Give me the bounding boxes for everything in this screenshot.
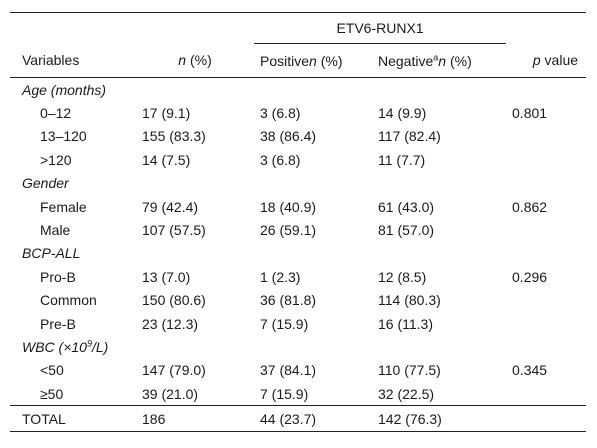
p-value-cell: [506, 289, 586, 312]
negative-cell: 12 (8.5): [378, 268, 427, 285]
table-row: 0–12 17 (9.1) 3 (6.8) 14 (9.9) 0.801: [10, 101, 586, 124]
table-row: Female 79 (42.4) 18 (40.9) 61 (43.0) 0.862: [10, 195, 586, 218]
p-value-cell: [506, 312, 586, 335]
n-pct-cell: 150 (80.6): [142, 292, 206, 309]
table-row: <50 147 (79.0) 37 (84.1) 110 (77.5) 0.345: [10, 359, 586, 382]
n-pct-cell: 107 (57.5): [142, 222, 206, 239]
table-body: Age (months) 0–12 17 (9.1) 3 (6.8) 14 (9.9) 0…: [10, 78, 587, 433]
negative-cell: 16 (11.3): [378, 315, 433, 332]
results-table: ETV6-RUNX1 Variables n (%) Positiven (%)…: [10, 12, 587, 433]
table-row: Common 150 (80.6) 36 (81.8) 114 (80.3): [10, 289, 586, 312]
positive-cell: 37 (84.1): [260, 362, 317, 379]
group-label: Gender: [22, 175, 69, 192]
n-pct-cell: 79 (42.4): [142, 198, 199, 215]
row-label: >120: [40, 151, 72, 168]
p-value-cell: 0.801: [512, 105, 548, 122]
n-pct-cell: 39 (21.0): [142, 385, 199, 402]
table-row: Pro-B 13 (7.0) 1 (2.3) 12 (8.5) 0.296: [10, 265, 586, 288]
row-label: Male: [40, 222, 71, 239]
total-label: TOTAL: [10, 405, 136, 433]
group-header-row: Gender: [10, 172, 586, 195]
row-label: Female: [40, 198, 87, 215]
n-pct-cell: 13 (7.0): [142, 268, 191, 285]
group-header-row: BCP-ALL: [10, 242, 586, 265]
p-value-cell: 0.296: [512, 268, 548, 285]
table-row: 13–120 155 (83.3) 38 (86.4) 117 (82.4): [10, 125, 586, 148]
group-label: WBC (×109/L): [22, 338, 109, 355]
p-value-cell: [506, 218, 586, 241]
n-pct-header: n (%): [136, 43, 254, 78]
header-row-2: Variables n (%) Positiven (%) Negativean…: [10, 43, 587, 78]
row-label: Common: [40, 292, 97, 309]
positive-cell: 7 (15.9): [260, 315, 309, 332]
positive-cell: 26 (59.1): [260, 222, 317, 239]
p-value-cell: 0.862: [512, 198, 548, 215]
p-value-cell: [506, 148, 586, 171]
positive-cell: 36 (81.8): [260, 292, 317, 309]
total-negative-cell: 142 (76.3): [372, 405, 507, 433]
p-value-cell: [506, 125, 586, 148]
total-p-cell: [506, 405, 587, 433]
header-row-1: ETV6-RUNX1: [10, 12, 587, 44]
table-row: Male 107 (57.5) 26 (59.1) 81 (57.0): [10, 218, 586, 241]
positive-cell: 18 (40.9): [260, 198, 317, 215]
n-pct-cell: 14 (7.5): [142, 151, 191, 168]
row-label: 13–120: [40, 128, 87, 145]
total-row: TOTAL 186 44 (23.7) 142 (76.3): [10, 405, 587, 433]
row-label: Pro-B: [40, 268, 76, 285]
positive-cell: 38 (86.4): [260, 128, 317, 145]
table-row: Pre-B 23 (12.3) 7 (15.9) 16 (11.3): [10, 312, 586, 335]
negative-cell: 117 (82.4): [378, 128, 441, 145]
group-label: BCP-ALL: [22, 245, 81, 262]
p-value-cell: [506, 382, 586, 406]
n-pct-cell: 155 (83.3): [142, 128, 206, 145]
negative-cell: 61 (43.0): [378, 198, 435, 215]
n-pct-cell: 23 (12.3): [142, 315, 199, 332]
positive-cell: 1 (2.3): [260, 268, 301, 285]
positive-cell: 3 (6.8): [260, 105, 301, 122]
n-pct-cell: 147 (79.0): [142, 362, 206, 379]
p-value-cell: 0.345: [512, 362, 548, 379]
etv6-runx1-header: ETV6-RUNX1: [254, 12, 507, 44]
n-pct-cell: 17 (9.1): [142, 105, 191, 122]
negative-cell: 114 (80.3): [378, 292, 441, 309]
row-label: <50: [40, 362, 64, 379]
negative-cell: 32 (22.5): [378, 385, 435, 402]
positive-cell: 3 (6.8): [260, 151, 301, 168]
positive-header: Positiven (%): [254, 43, 372, 78]
total-n-cell: 186: [136, 405, 254, 433]
row-label: ≥50: [40, 385, 64, 402]
negative-cell: 81 (57.0): [378, 222, 435, 239]
table-row: ≥50 39 (21.0) 7 (15.9) 32 (22.5): [10, 382, 586, 406]
row-label: Pre-B: [40, 315, 76, 332]
negative-header: Negativean (%): [372, 43, 507, 78]
negative-cell: 11 (7.7): [378, 151, 426, 168]
negative-cell: 14 (9.9): [378, 105, 427, 122]
variables-header: Variables: [10, 43, 136, 78]
p-value-header: p value: [506, 43, 587, 78]
group-header-row: Age (months): [10, 78, 586, 102]
group-label: Age (months): [22, 81, 107, 98]
total-positive-cell: 44 (23.7): [254, 405, 372, 433]
row-label: 0–12: [40, 105, 72, 122]
positive-cell: 7 (15.9): [260, 385, 309, 402]
negative-cell: 110 (77.5): [378, 362, 441, 379]
group-header-row: WBC (×109/L): [10, 335, 586, 358]
table-row: >120 14 (7.5) 3 (6.8) 11 (7.7): [10, 148, 586, 171]
